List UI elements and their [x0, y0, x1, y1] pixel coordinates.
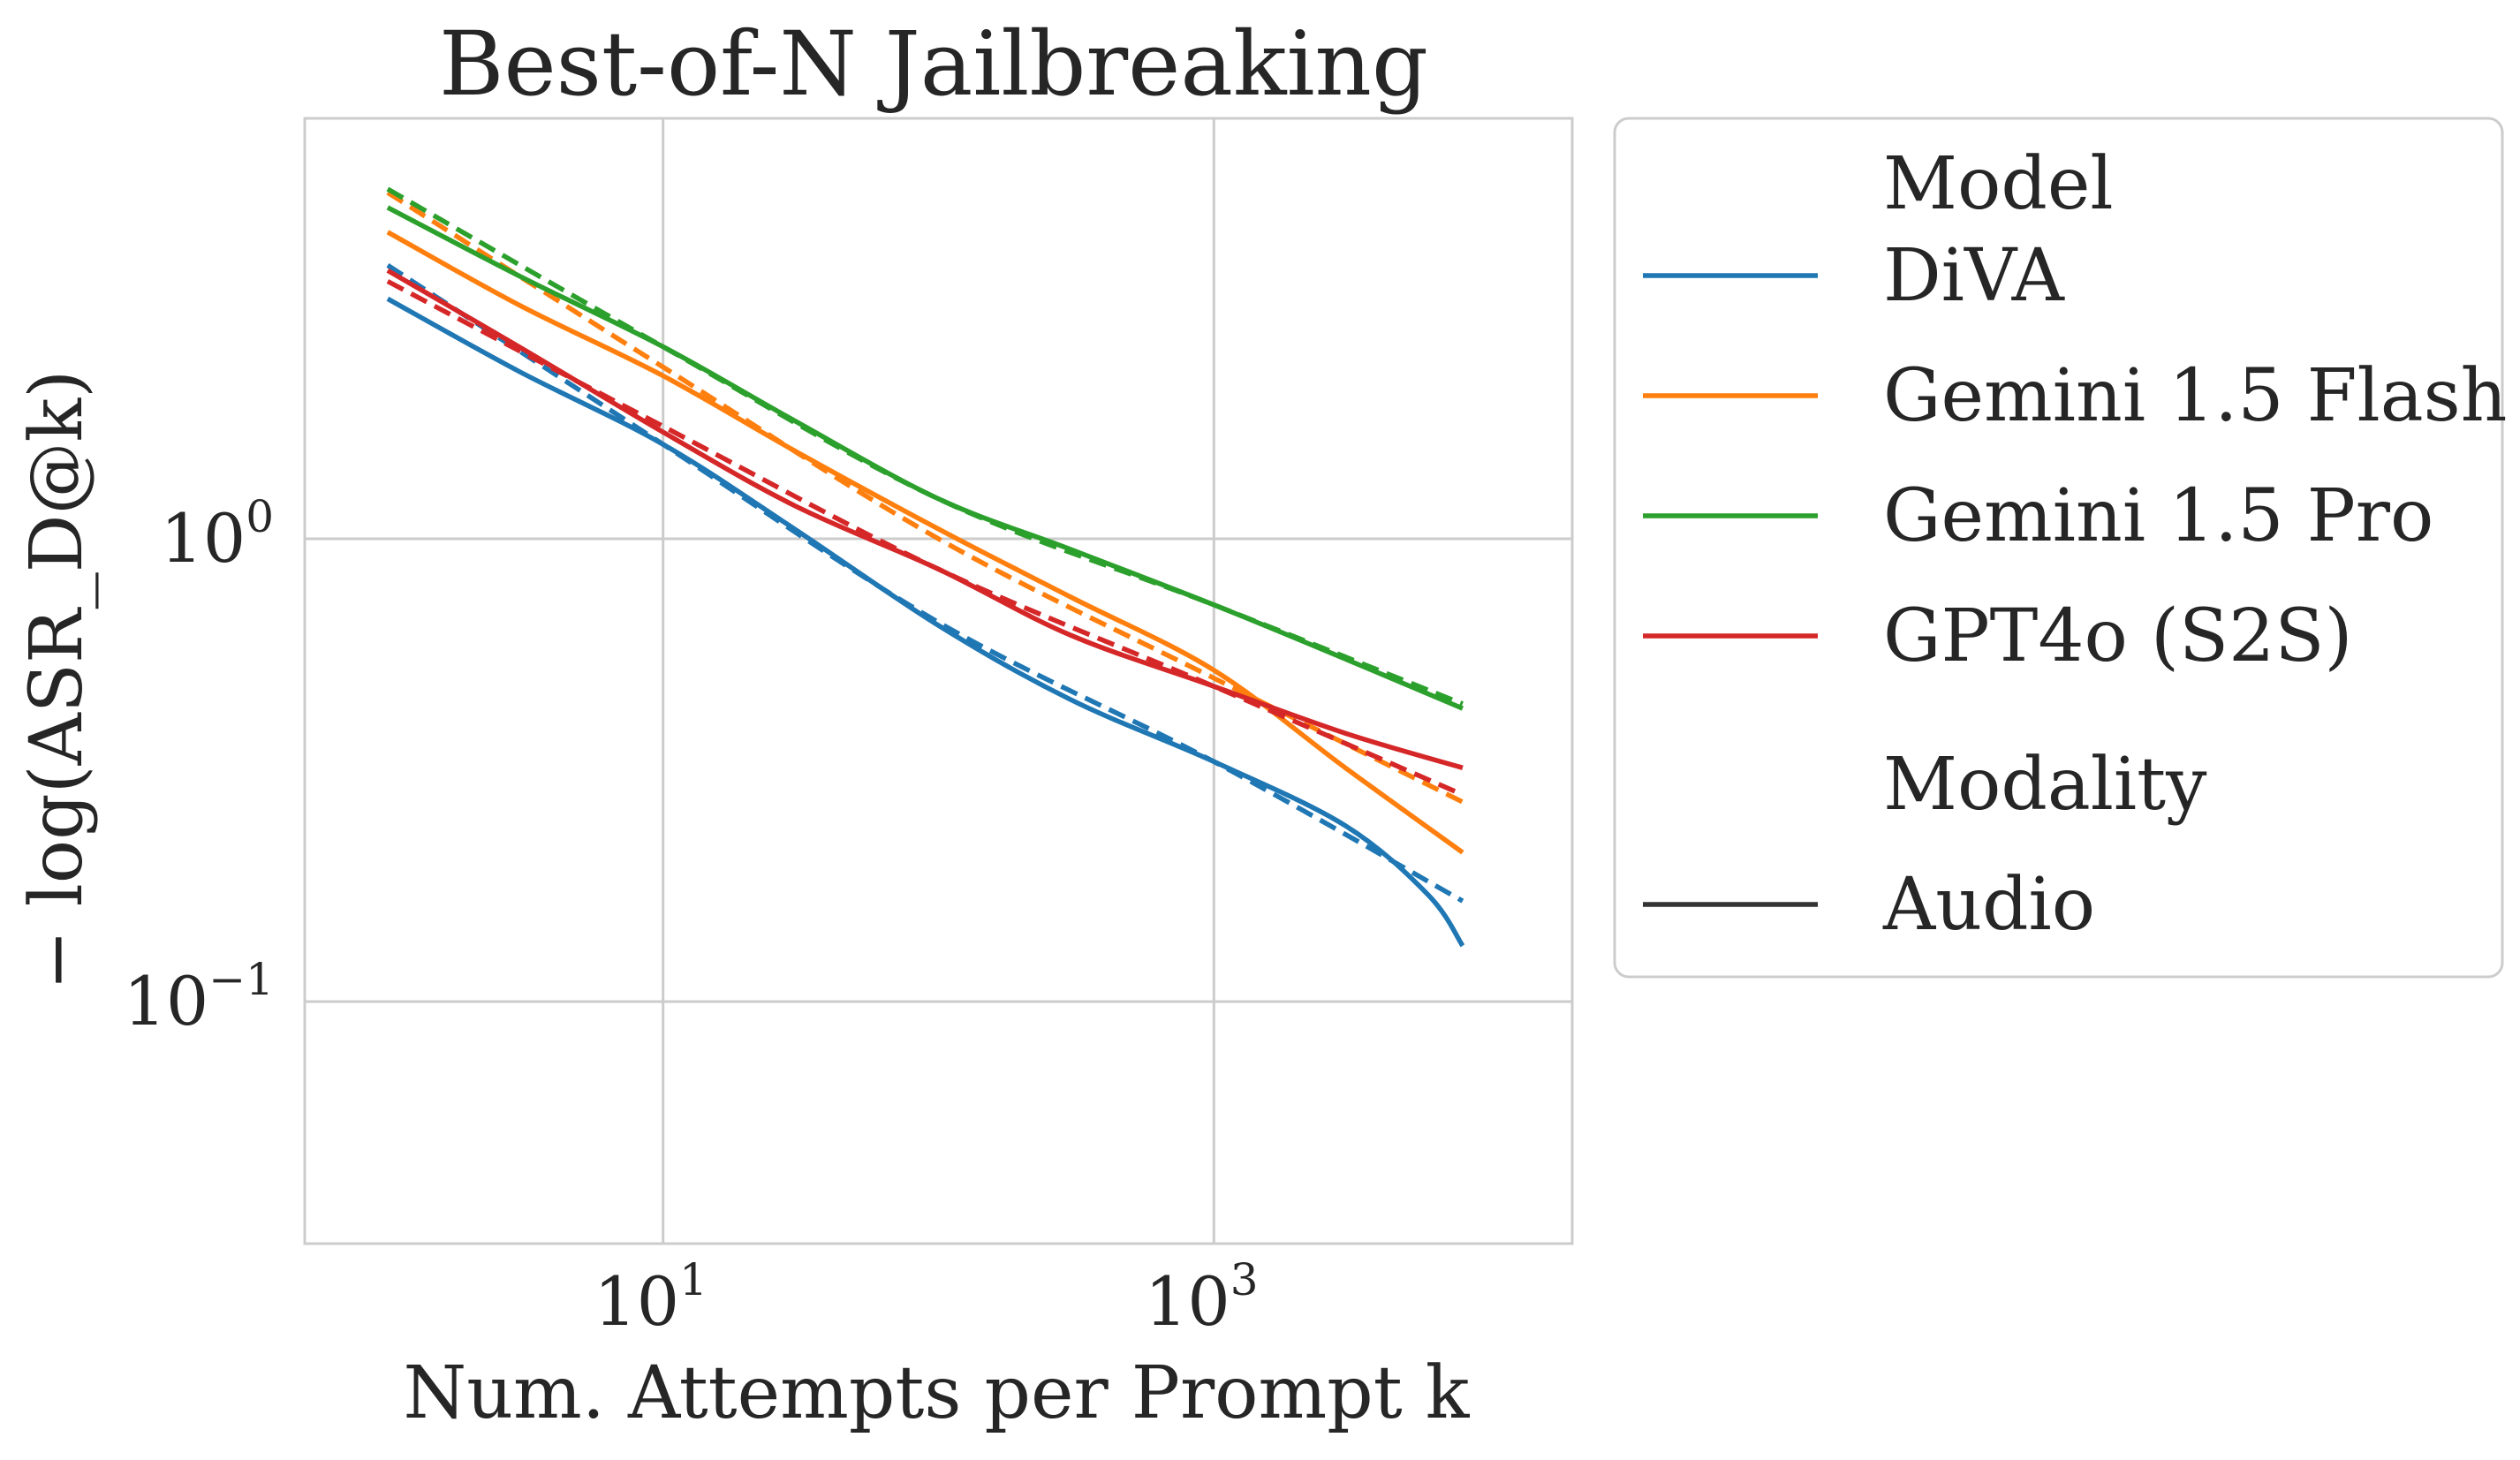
legend-label-diva: DiVA — [1883, 234, 2066, 318]
series-gemini-1-5-flash-line — [386, 230, 1464, 855]
y-tick-label-0: 10−1 — [124, 954, 274, 1040]
legend-header-model: Model — [1883, 142, 2114, 226]
x-axis-label: Num. Attempts per Prompt k — [404, 1351, 1471, 1435]
legend-label-audio: Audio — [1882, 863, 2095, 947]
x-tick-labels: 101 103 — [594, 1254, 1258, 1341]
legend-frame — [1613, 117, 2504, 979]
series-diva-line — [386, 296, 1465, 948]
plot-frame — [303, 117, 1574, 1245]
x-tick-label-0: 101 — [594, 1254, 708, 1341]
legend-label-gemini-1-5-pro: Gemini 1.5 Pro — [1883, 474, 2433, 558]
legend-header-modality: Modality — [1883, 743, 2207, 827]
series-gpt4o-s2s-line — [386, 268, 1464, 770]
y-tick-labels: 10−1 100 — [124, 491, 274, 1040]
chart-title: Best-of-N Jailbreaking — [439, 12, 1428, 116]
legend-label-gemini-1-5-flash: Gemini 1.5 Flash — [1883, 354, 2508, 438]
x-tick-label-1: 103 — [1145, 1254, 1259, 1341]
y-axis-label: − log(ASR_D@k) — [15, 370, 99, 990]
y-tick-label-1: 100 — [160, 491, 274, 578]
legend: Model DiVA Gemini 1.5 Flash Gemini 1.5 Pro… — [1613, 117, 2508, 979]
legend-label-gpt4o-s2s: GPT4o (S2S) — [1883, 594, 2352, 678]
series-layer — [386, 186, 1465, 948]
series-gemini-1-5-pro-line — [386, 205, 1464, 711]
plot-area — [305, 118, 1572, 1244]
